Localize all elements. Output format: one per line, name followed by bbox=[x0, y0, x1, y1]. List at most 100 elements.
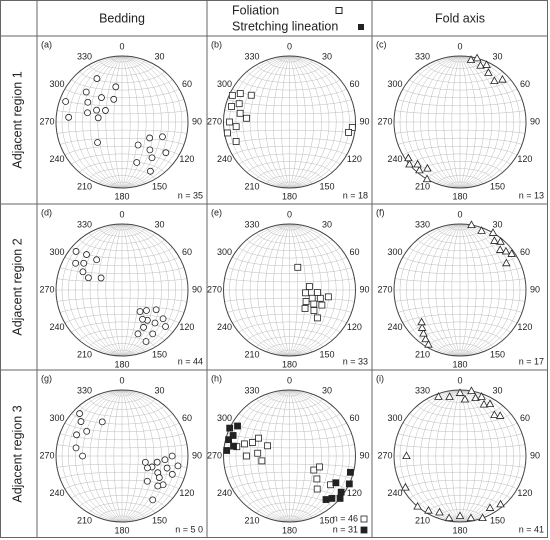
azimuth-label: 0 bbox=[287, 41, 292, 51]
azimuth-label: 60 bbox=[182, 247, 192, 257]
primitive-circle bbox=[55, 223, 189, 357]
legend-symbol bbox=[335, 7, 343, 14]
azimuth-label: 330 bbox=[244, 385, 259, 395]
data-point bbox=[466, 513, 476, 522]
count-label: n = 33 bbox=[343, 356, 368, 366]
data-point bbox=[83, 427, 91, 435]
azimuth-label: 300 bbox=[217, 247, 232, 257]
primitive-circle bbox=[223, 223, 356, 357]
azimuth-label: 90 bbox=[530, 116, 540, 126]
data-point bbox=[301, 305, 309, 312]
azimuth-label: 120 bbox=[179, 322, 194, 332]
data-point bbox=[415, 165, 424, 174]
panel-label: (d) bbox=[41, 207, 52, 217]
primitive-circle bbox=[55, 55, 189, 189]
data-point bbox=[498, 74, 507, 83]
data-point bbox=[404, 153, 413, 162]
data-point bbox=[310, 307, 318, 314]
panel-label: (i) bbox=[376, 373, 384, 383]
data-point bbox=[314, 289, 321, 296]
azimuth-label: 330 bbox=[415, 51, 430, 61]
azimuth-label: 30 bbox=[154, 219, 164, 229]
azimuth-label: 120 bbox=[347, 154, 362, 164]
data-point bbox=[146, 134, 154, 142]
data-point bbox=[80, 259, 88, 267]
data-point bbox=[318, 301, 326, 309]
azimuth-label: 120 bbox=[347, 488, 362, 498]
data-point bbox=[236, 90, 244, 97]
data-point bbox=[479, 399, 489, 408]
data-point bbox=[98, 94, 105, 101]
azimuth-label: 270 bbox=[39, 450, 54, 460]
azimuth-label: 150 bbox=[319, 349, 334, 359]
data-point bbox=[310, 466, 318, 474]
primitive-circle bbox=[223, 389, 356, 523]
data-point bbox=[85, 274, 92, 282]
count-label: n = 46 bbox=[333, 513, 358, 523]
primitive-circle bbox=[393, 223, 527, 357]
data-point bbox=[302, 298, 310, 305]
azimuth-label: 0 bbox=[457, 209, 462, 219]
azimuth-label: 0 bbox=[119, 41, 124, 51]
data-point bbox=[249, 439, 256, 446]
row-label: Adjacent region 2 bbox=[10, 238, 24, 335]
azimuth-label: 300 bbox=[50, 413, 65, 423]
data-point bbox=[445, 392, 454, 400]
data-point bbox=[243, 114, 250, 122]
data-point bbox=[226, 118, 233, 126]
azimuth-label: 0 bbox=[457, 375, 462, 385]
data-point bbox=[226, 424, 234, 432]
azimuth-label: 240 bbox=[50, 488, 65, 498]
column-header: Fold axis bbox=[435, 11, 485, 25]
data-point bbox=[405, 159, 414, 168]
azimuth-label: 180 bbox=[282, 359, 297, 369]
azimuth-label: 210 bbox=[415, 515, 430, 525]
azimuth-label: 30 bbox=[322, 385, 332, 395]
azimuth-label: 30 bbox=[492, 385, 502, 395]
data-point bbox=[324, 293, 332, 301]
data-point bbox=[72, 259, 80, 267]
data-point bbox=[97, 274, 105, 282]
column-header: Foliation bbox=[232, 3, 279, 17]
data-point bbox=[232, 138, 240, 145]
azimuth-label: 90 bbox=[530, 450, 540, 460]
data-point bbox=[424, 339, 433, 348]
azimuth-label: 0 bbox=[119, 209, 124, 219]
azimuth-label: 150 bbox=[490, 181, 505, 191]
data-point bbox=[236, 109, 244, 117]
azimuth-label: 330 bbox=[415, 219, 430, 229]
count-label: n = 17 bbox=[519, 356, 544, 366]
azimuth-label: 240 bbox=[217, 322, 232, 332]
count-label: n = 13 bbox=[519, 190, 544, 200]
azimuth-label: 180 bbox=[452, 191, 467, 201]
data-point bbox=[134, 141, 142, 149]
azimuth-label: 90 bbox=[192, 116, 202, 126]
panel-label: (h) bbox=[211, 373, 222, 383]
azimuth-label: 30 bbox=[154, 51, 164, 61]
azimuth-label: 300 bbox=[388, 247, 403, 257]
azimuth-label: 90 bbox=[359, 450, 369, 460]
azimuth-label: 150 bbox=[490, 349, 505, 359]
azimuth-label: 30 bbox=[322, 219, 332, 229]
data-point bbox=[162, 149, 170, 157]
data-point bbox=[168, 452, 176, 460]
azimuth-label: 30 bbox=[492, 219, 502, 229]
data-point bbox=[142, 338, 150, 345]
azimuth-label: 180 bbox=[452, 525, 467, 535]
data-point bbox=[455, 388, 465, 396]
data-point bbox=[421, 334, 430, 343]
azimuth-label: 90 bbox=[359, 116, 369, 126]
azimuth-label: 180 bbox=[282, 525, 297, 535]
data-point bbox=[84, 109, 91, 117]
data-point bbox=[149, 330, 157, 338]
data-point bbox=[255, 434, 262, 442]
stereonet: 0 30 60 90 120 150 180 210 240 270 300 330 (e) n = 33 bbox=[207, 207, 370, 369]
count-label: n = 5 0 bbox=[175, 524, 203, 534]
panel-label: (g) bbox=[41, 373, 52, 383]
data-point bbox=[417, 323, 427, 331]
data-point bbox=[79, 268, 87, 276]
azimuth-label: 150 bbox=[319, 181, 334, 191]
azimuth-label: 90 bbox=[530, 284, 540, 294]
stereonet: 0 30 60 90 120 150 180 210 240 270 300 330 (c) n = 13 bbox=[376, 39, 544, 201]
